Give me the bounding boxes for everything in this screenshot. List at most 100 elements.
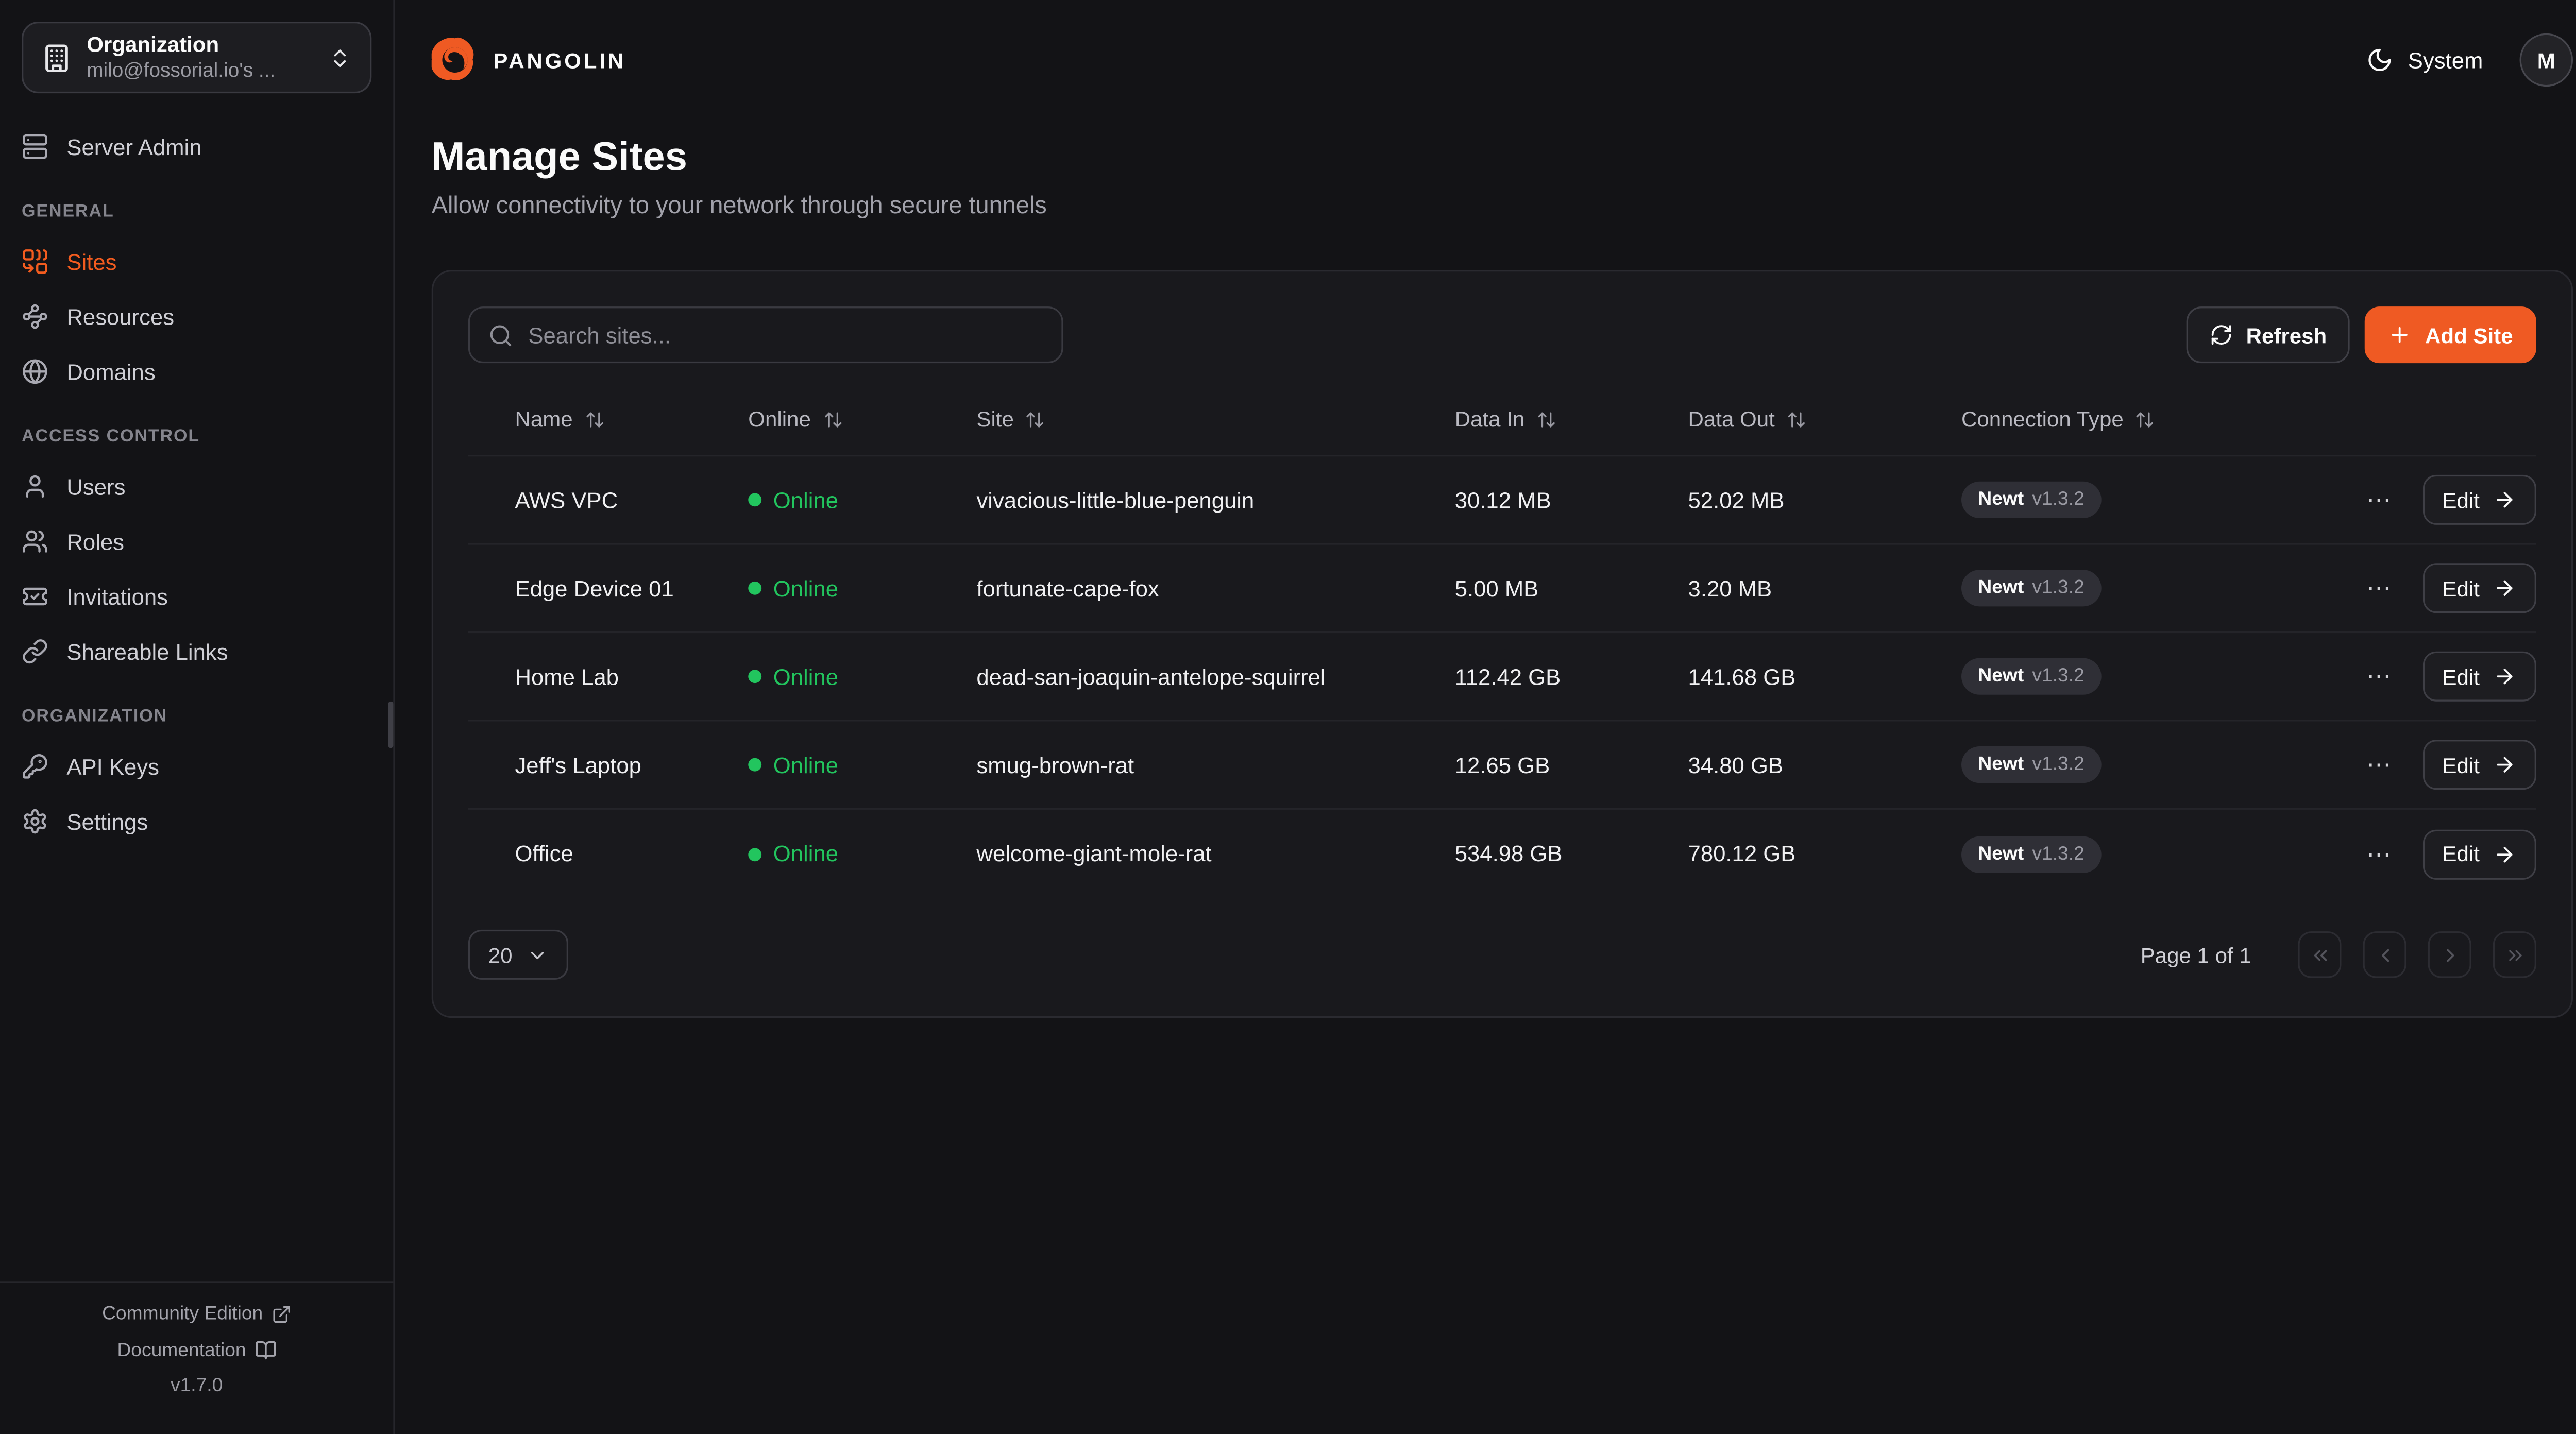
- community-edition-link[interactable]: Community Edition: [16, 1304, 377, 1325]
- last-page-button[interactable]: [2493, 931, 2536, 978]
- prev-page-button[interactable]: [2363, 931, 2406, 978]
- refresh-button-label: Refresh: [2246, 322, 2327, 348]
- add-site-button[interactable]: Add Site: [2365, 306, 2536, 364]
- external-link-icon: [273, 1306, 290, 1323]
- sidebar-item-label: Shareable Links: [66, 639, 228, 664]
- cell-name: AWS VPC: [515, 487, 618, 513]
- edit-button[interactable]: Edit: [2422, 651, 2536, 702]
- search-box: [468, 306, 1063, 364]
- cell-site: fortunate-cape-fox: [976, 575, 1159, 601]
- sites-toolbar: Refresh Add Site: [468, 306, 2536, 364]
- sort-icon: [2137, 411, 2154, 427]
- documentation-link[interactable]: Documentation: [16, 1340, 377, 1361]
- cell-data-out: 3.20 MB: [1688, 575, 1772, 601]
- table-header: Name Online Site Data In Data Out Connec…: [468, 383, 2536, 457]
- cell-online: Online: [748, 752, 976, 777]
- row-actions-menu[interactable]: ⋯: [2366, 663, 2393, 692]
- page-size-select[interactable]: 20: [468, 929, 569, 980]
- chevrons-right-icon: [2508, 949, 2521, 960]
- avatar[interactable]: M: [2519, 33, 2573, 87]
- online-status-dot: [748, 581, 762, 595]
- table-row: Office Online welcome-giant-mole-rat 534…: [468, 810, 2536, 898]
- cell-site: dead-san-joaquin-antelope-squirrel: [976, 663, 1326, 689]
- first-page-button[interactable]: [2298, 931, 2342, 978]
- chevron-left-icon: [2381, 948, 2388, 961]
- edit-button[interactable]: Edit: [2422, 474, 2536, 525]
- sidebar-item-invitations[interactable]: Invitations: [22, 578, 371, 614]
- chevron-down-icon: [532, 951, 545, 959]
- users-icon: [23, 530, 47, 553]
- table-row: Edge Device 01 Online fortunate-cape-fox…: [468, 545, 2536, 634]
- brand-name: PANGOLIN: [493, 47, 626, 73]
- column-header-data-out[interactable]: Data Out: [1688, 406, 1961, 432]
- sidebar-item-server-admin[interactable]: Server Admin: [22, 128, 371, 165]
- chevron-right-icon: [2446, 948, 2453, 961]
- cell-online: Online: [748, 841, 976, 866]
- theme-toggle[interactable]: System: [2366, 47, 2483, 74]
- table-body: AWS VPC Online vivacious-little-blue-pen…: [468, 456, 2536, 898]
- cell-name: Jeff's Laptop: [515, 752, 641, 777]
- cell-data-out: 141.68 GB: [1688, 663, 1796, 689]
- sidebar-scrollbar[interactable]: [388, 701, 394, 748]
- add-site-button-label: Add Site: [2425, 322, 2513, 348]
- sidebar-item-resources[interactable]: Resources: [22, 298, 371, 335]
- arrow-right-icon: [2497, 669, 2513, 685]
- sidebar-item-roles[interactable]: Roles: [22, 523, 371, 560]
- column-header-connection-type[interactable]: Connection Type: [1961, 406, 2357, 432]
- cell-connection-type: Newt v1.3.2: [1961, 570, 2357, 607]
- sidebar-item-api-keys[interactable]: API Keys: [22, 748, 371, 784]
- sidebar-item-label: Resources: [66, 304, 175, 329]
- column-header-online[interactable]: Online: [748, 406, 976, 432]
- connection-type-badge: Newt v1.3.2: [1961, 746, 2102, 783]
- sidebar-footer: Community Edition Documentation v1.7.0: [0, 1281, 394, 1411]
- connection-type-badge: Newt v1.3.2: [1961, 570, 2102, 607]
- cell-name: Home Lab: [515, 663, 619, 689]
- column-header-name[interactable]: Name: [515, 406, 748, 432]
- connection-version: v1.3.2: [2032, 844, 2084, 864]
- sidebar-item-label: Settings: [66, 809, 148, 834]
- main-content: PANGOLIN System M Manage Sites Allow con…: [395, 0, 2576, 1434]
- refresh-button[interactable]: Refresh: [2186, 306, 2350, 364]
- community-edition-label: Community Edition: [102, 1304, 263, 1325]
- cell-online: Online: [748, 487, 976, 513]
- sidebar-item-sites[interactable]: Sites: [22, 243, 371, 280]
- sidebar-item-settings[interactable]: Settings: [22, 803, 371, 840]
- cell-connection-type: Newt v1.3.2: [1961, 481, 2357, 518]
- cell-connection-type: Newt v1.3.2: [1961, 835, 2357, 873]
- online-status-dot: [748, 758, 762, 772]
- waypoints-icon: [23, 304, 47, 329]
- topbar: PANGOLIN System M: [431, 0, 2573, 120]
- book-open-icon: [255, 1341, 276, 1360]
- edit-button[interactable]: Edit: [2422, 740, 2536, 790]
- sidebar-section-organization: ORGANIZATION: [22, 706, 168, 727]
- column-header-data-in[interactable]: Data In: [1455, 406, 1688, 432]
- sidebar-item-domains[interactable]: Domains: [22, 353, 371, 390]
- connection-type-badge: Newt v1.3.2: [1961, 481, 2102, 518]
- connection-type-badge: Newt v1.3.2: [1961, 835, 2102, 873]
- row-actions-menu[interactable]: ⋯: [2366, 840, 2393, 869]
- column-header-site[interactable]: Site: [976, 406, 1454, 432]
- connection-version: v1.3.2: [2032, 489, 2084, 510]
- edit-button-label: Edit: [2442, 663, 2480, 689]
- next-page-button[interactable]: [2428, 931, 2471, 978]
- sidebar-item-users[interactable]: Users: [22, 468, 371, 505]
- row-actions-menu[interactable]: ⋯: [2366, 486, 2393, 515]
- sidebar-item-shareable-links[interactable]: Shareable Links: [22, 633, 371, 670]
- gear-icon: [24, 809, 46, 834]
- sites-card: Refresh Add Site Name Online Site Data I…: [431, 269, 2573, 1018]
- org-switcher[interactable]: Organization milo@fossorial.io's ...: [22, 22, 372, 94]
- row-actions-menu[interactable]: ⋯: [2366, 751, 2393, 780]
- sort-icon: [586, 411, 603, 427]
- cell-name: Edge Device 01: [515, 575, 674, 601]
- sidebar-item-label: Roles: [66, 528, 125, 554]
- online-status-label: Online: [773, 575, 839, 601]
- link-icon: [23, 639, 47, 664]
- theme-toggle-label: System: [2408, 47, 2483, 73]
- edit-button[interactable]: Edit: [2422, 563, 2536, 613]
- edit-button-label: Edit: [2442, 841, 2480, 866]
- row-actions-menu[interactable]: ⋯: [2366, 574, 2393, 603]
- cell-online: Online: [748, 664, 976, 689]
- search-input[interactable]: [528, 322, 1043, 348]
- edit-button[interactable]: Edit: [2422, 829, 2536, 879]
